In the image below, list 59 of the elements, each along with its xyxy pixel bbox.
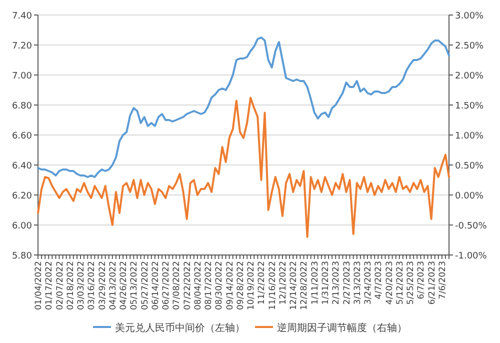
- x-tick-label: 12/28/2022: [300, 261, 310, 310]
- legend-label: 逆周期因子调节幅度（右轴）: [277, 322, 407, 334]
- x-tick-label: 7/6/2023: [438, 261, 448, 300]
- x-tick-label: 07/22/2022: [182, 261, 193, 310]
- x-tick-label: 03/03/2022: [76, 261, 87, 310]
- x-tick-label: 06/14/2022: [150, 261, 161, 310]
- y2-tick-label: -0.50%: [455, 222, 488, 232]
- x-tick-label: 06/27/2022: [162, 261, 172, 310]
- x-tick-label: 04/26/2022: [119, 261, 130, 310]
- x-tick-label: 4/20/2023: [384, 261, 395, 305]
- y2-tick-label: 1.50%: [455, 102, 484, 112]
- x-tick-label: 07/08/2022: [172, 261, 182, 310]
- x-tick-label: 02/18/2022: [66, 261, 76, 310]
- x-tick-label: 01/17/2022: [44, 261, 55, 310]
- x-tick-label: 08/30/2022: [214, 261, 225, 310]
- x-tick-label: 2/27/2023: [342, 261, 352, 305]
- x-tick-label: 6/21/2023: [427, 261, 438, 305]
- x-tick-label: 09/28/2022: [236, 261, 246, 310]
- y2-tick-label: 2.00%: [455, 72, 484, 82]
- y-tick-label: 6.80: [12, 102, 32, 112]
- x-tick-label: 01/04/2022: [34, 261, 44, 310]
- x-tick-label: 03/29/2022: [98, 261, 108, 310]
- y-tick-label: 6.00: [12, 222, 32, 232]
- x-tick-label: 03/16/2022: [87, 261, 98, 310]
- x-tick-label: 12/1/2022: [278, 261, 288, 305]
- x-tick-label: 10/19/2022: [246, 261, 257, 310]
- y-tick-label: 5.80: [12, 252, 32, 262]
- y-tick-label: 6.40: [12, 162, 32, 172]
- x-tick-label: 5/12/2023: [395, 261, 406, 305]
- y2-tick-label: 2.50%: [455, 42, 484, 52]
- x-tick-label: 05/27/2022: [140, 261, 150, 310]
- legend-label: 美元兑人民币中间价（左轴）: [115, 322, 245, 334]
- x-tick-label: 1/31/2023: [320, 261, 331, 305]
- x-tick-label: 1/11/2023: [310, 261, 320, 305]
- y2-tick-label: 0.00%: [455, 192, 484, 202]
- y-tick-label: 6.60: [12, 132, 32, 142]
- y2-tick-label: 1.00%: [455, 132, 484, 142]
- y2-tick-label: -1.00%: [455, 252, 488, 262]
- x-tick-label: 04/13/2022: [108, 261, 118, 310]
- x-tick-label: 09/14/2022: [225, 261, 236, 310]
- y-tick-label: 7.00: [12, 72, 32, 82]
- y2-tick-label: 0.50%: [455, 162, 484, 172]
- y-tick-label: 7.40: [12, 12, 32, 22]
- x-tick-label: 5/25/2023: [406, 261, 416, 305]
- y-tick-label: 6.20: [12, 192, 32, 202]
- x-tick-label: 6/7/2023: [416, 261, 427, 300]
- x-tick-label: 3/13/2023: [352, 261, 363, 305]
- x-tick-label: 02/07/2022: [55, 261, 66, 310]
- x-tick-label: 3/24/2023: [364, 261, 374, 305]
- y-tick-label: 7.20: [12, 42, 32, 52]
- y2-tick-label: 3.00%: [455, 12, 484, 22]
- x-tick-label: 12/14/2022: [289, 261, 300, 310]
- x-tick-label: 05/13/2022: [130, 261, 140, 310]
- x-tick-label: 4/7/2023: [374, 261, 384, 300]
- x-tick-label: 11/2/2022: [257, 261, 268, 305]
- x-tick-label: 11/16/2022: [268, 261, 278, 310]
- x-tick-label: 2/13/2023: [332, 261, 342, 305]
- x-tick-label: 08/04/2022: [193, 261, 204, 310]
- x-tick-label: 08/17/2022: [204, 261, 214, 310]
